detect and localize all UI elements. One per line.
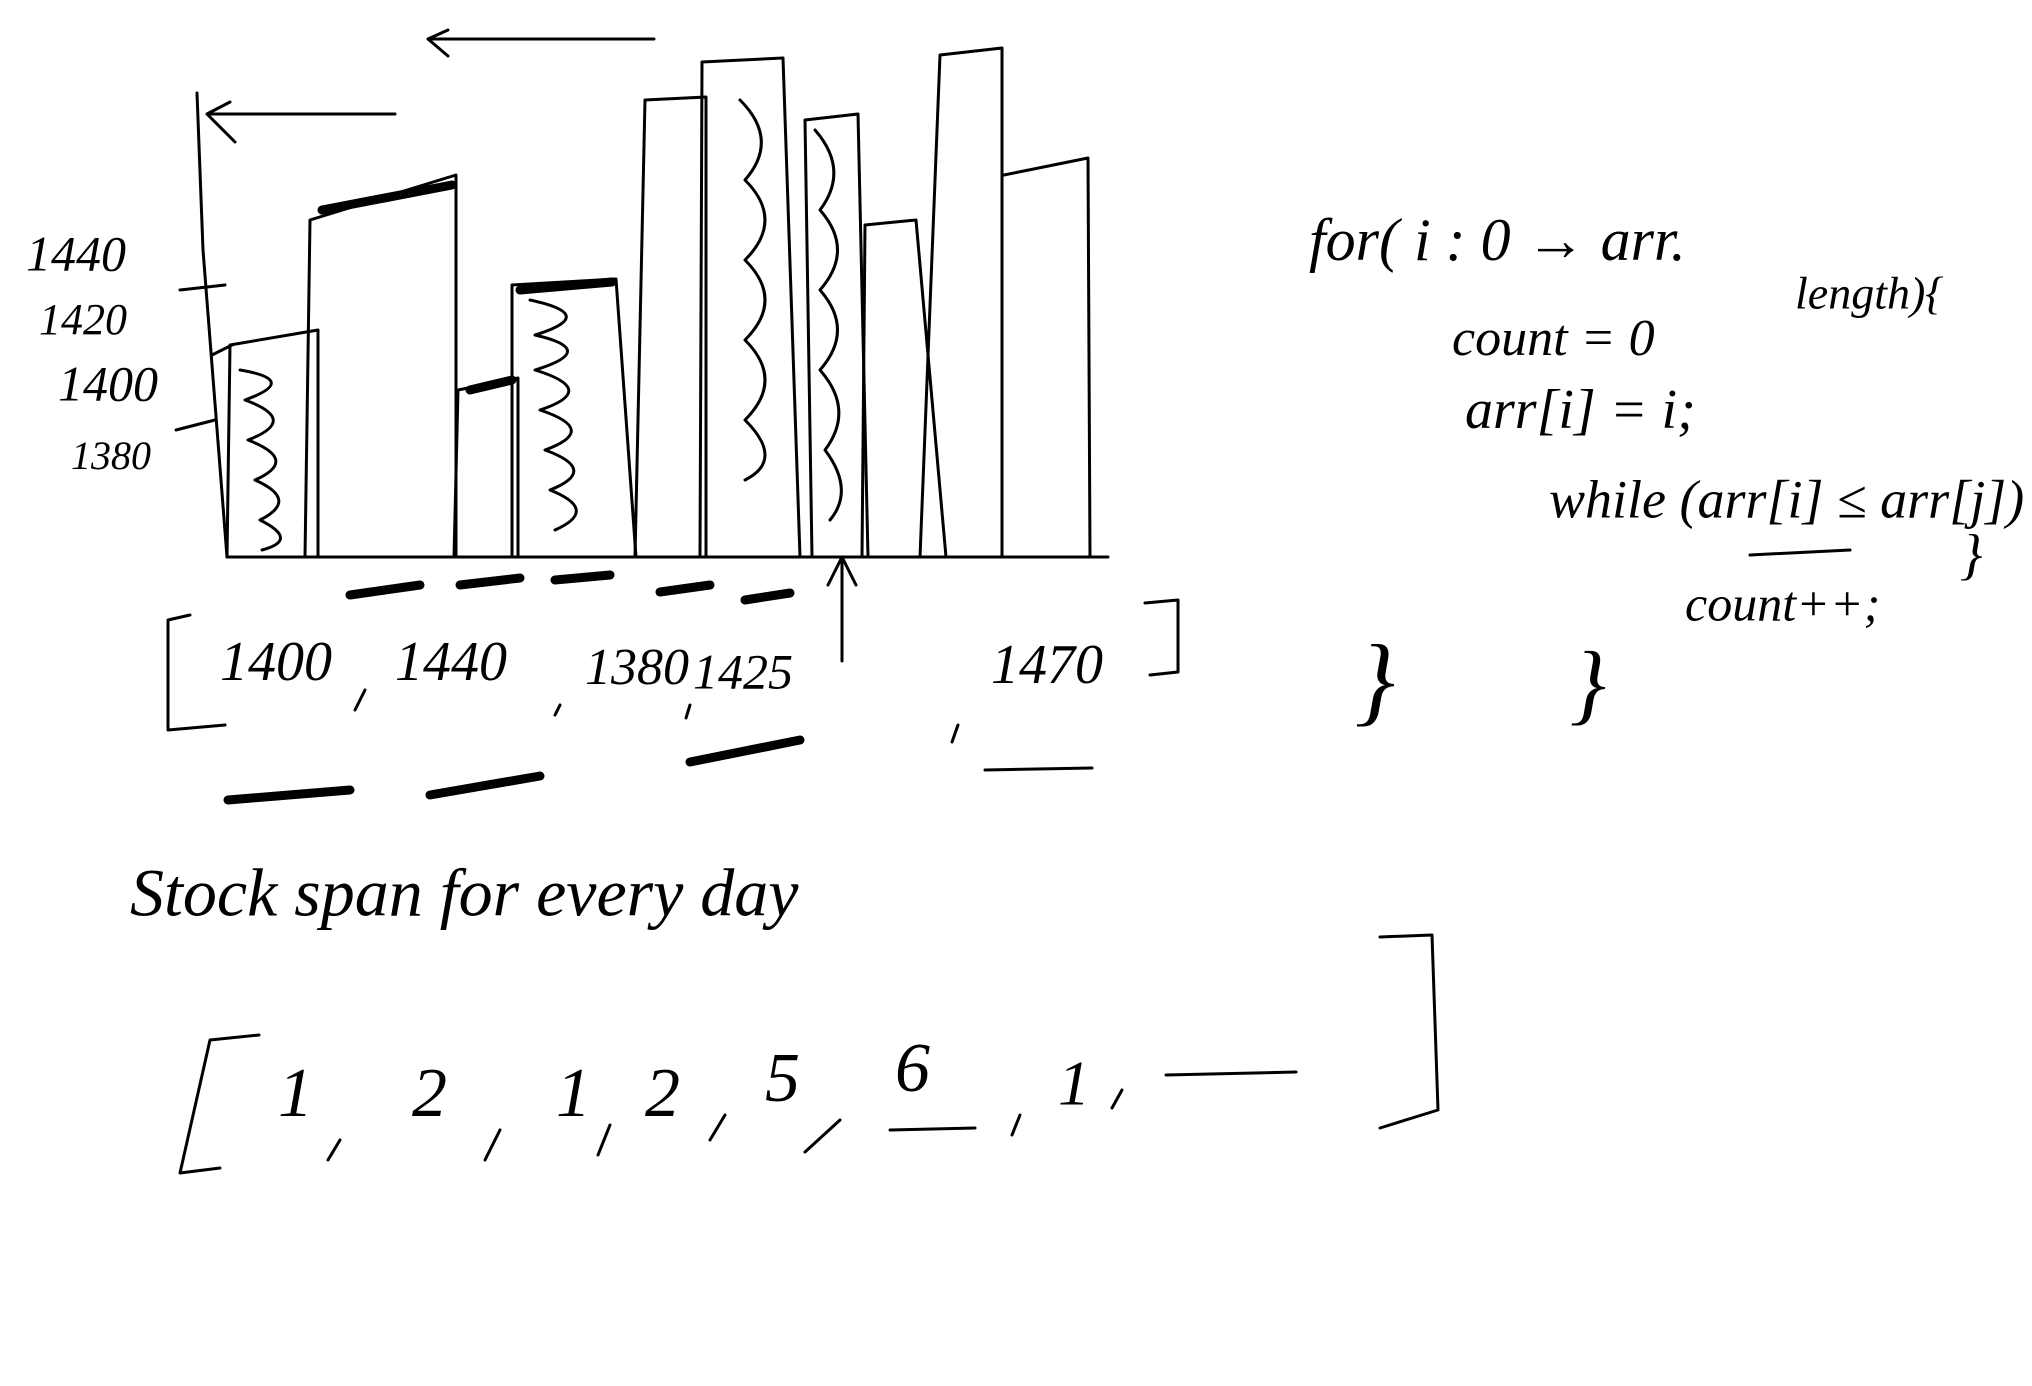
y-label: 1440 [26,225,126,281]
code-line: } [1355,624,1395,735]
price: 1400 [220,631,332,693]
bar [860,218,948,559]
arrow [426,28,656,58]
scribble [528,298,578,532]
separator [326,1070,1298,1162]
y-label: 1380 [71,433,151,478]
bar [1002,156,1092,559]
bracket [166,613,227,732]
code-line: length){ [1795,268,1944,319]
span: 5 [765,1040,800,1117]
bar-sketch [174,28,1110,805]
scribble [813,128,843,522]
code-line: count = 0 [1452,310,1655,367]
span-array: 1 2 1 2 5 6 1 [178,933,1440,1175]
code-line: for( i : 0 → arr. [1309,207,1686,273]
span: 1 [1058,1048,1090,1119]
bar [918,46,1004,559]
price-array: 1400 1440 1380 1425 1470 [166,598,1180,772]
scribble [238,368,282,552]
arrow [826,555,858,663]
y-label: 1400 [58,355,158,411]
price: 1380 [585,639,689,696]
caption: Stock span for every day [130,855,799,931]
underline [1748,548,1852,557]
bar [698,56,802,559]
code-line: arr[i] = i; [1465,379,1696,441]
span: 6 [895,1030,930,1107]
bar [225,328,320,559]
y-label: 1420 [39,295,127,344]
label-pointer [174,283,234,432]
code-line: count++; [1685,575,1880,631]
arrow [205,100,397,144]
span: 2 [412,1055,447,1132]
code-line: while (arr[i] ≤ arr[j]) [1549,469,2024,529]
bar [633,95,708,559]
bracket [1143,598,1180,677]
y-labels: 1440 1420 1400 1380 [26,225,158,478]
code-line: } [1960,524,1982,586]
hatch [317,180,617,395]
price: 1470 [991,634,1103,696]
hatch [223,570,805,805]
price: 1425 [693,643,793,699]
separator [353,688,1094,772]
span: 2 [645,1055,680,1132]
price: 1440 [395,631,507,693]
scribble [738,98,767,482]
code: for( i : 0 → arr. length){ count = 0 arr… [1309,207,2024,735]
bracket [178,1033,261,1175]
bracket [1378,933,1440,1130]
axis-line [195,91,229,559]
span: 1 [556,1055,591,1132]
code-line: } [1570,635,1606,734]
span: 1 [278,1055,313,1132]
